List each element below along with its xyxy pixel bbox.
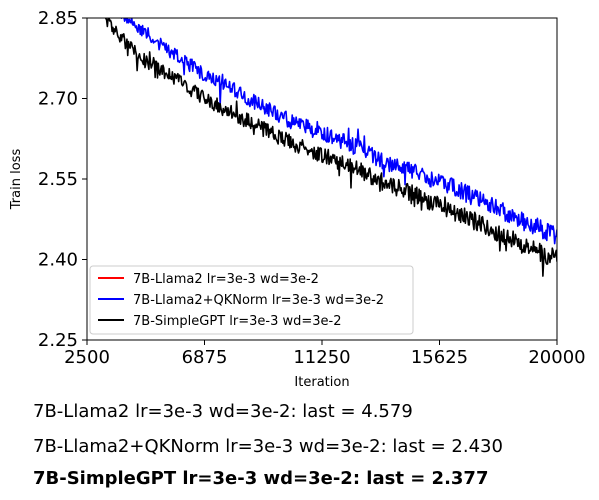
y-tick-label: 2.55 — [38, 169, 78, 190]
legend-entry: 7B-Llama2 lr=3e-3 wd=3e-2 — [133, 272, 319, 287]
y-tick-label: 2.40 — [38, 250, 78, 271]
series-line — [104, 18, 557, 277]
legend: 7B-Llama2 lr=3e-3 wd=3e-2 7B-Llama2+QKNor… — [89, 265, 414, 335]
x-axis-label: Iteration — [294, 375, 349, 390]
train-loss-chart: 2500 6875 11250 15625 20000 2.25 2.40 2.55 2.70 2… — [9, 8, 586, 390]
y-tick-label: 2.85 — [38, 8, 78, 29]
y-tick-label: 2.70 — [38, 89, 78, 110]
x-tick-label: 11250 — [293, 347, 350, 368]
x-tick-label: 2500 — [64, 347, 110, 368]
x-tick-label: 20000 — [528, 347, 585, 368]
summary-line-simplegpt: 7B-SimpleGPT lr=3e-3 wd=3e-2: last = 2.3… — [33, 468, 489, 489]
plot-series — [104, 18, 557, 277]
y-axis-label: Train loss — [9, 149, 24, 211]
legend-entry: 7B-SimpleGPT lr=3e-3 wd=3e-2 — [133, 314, 341, 329]
summary-line-llama2-qknorm: 7B-Llama2+QKNorm lr=3e-3 wd=3e-2: last =… — [33, 436, 503, 457]
series-line — [120, 18, 557, 245]
x-tick-label: 6875 — [182, 347, 228, 368]
axis-ticks: 2500 6875 11250 15625 20000 2.25 2.40 2.55 2.70 2… — [38, 8, 586, 368]
y-tick-label: 2.25 — [38, 330, 78, 351]
x-tick-label: 15625 — [411, 347, 468, 368]
legend-box — [89, 265, 414, 335]
legend-entry: 7B-Llama2+QKNorm lr=3e-3 wd=3e-2 — [133, 293, 384, 308]
summary-line-llama2: 7B-Llama2 lr=3e-3 wd=3e-2: last = 4.579 — [33, 401, 413, 422]
